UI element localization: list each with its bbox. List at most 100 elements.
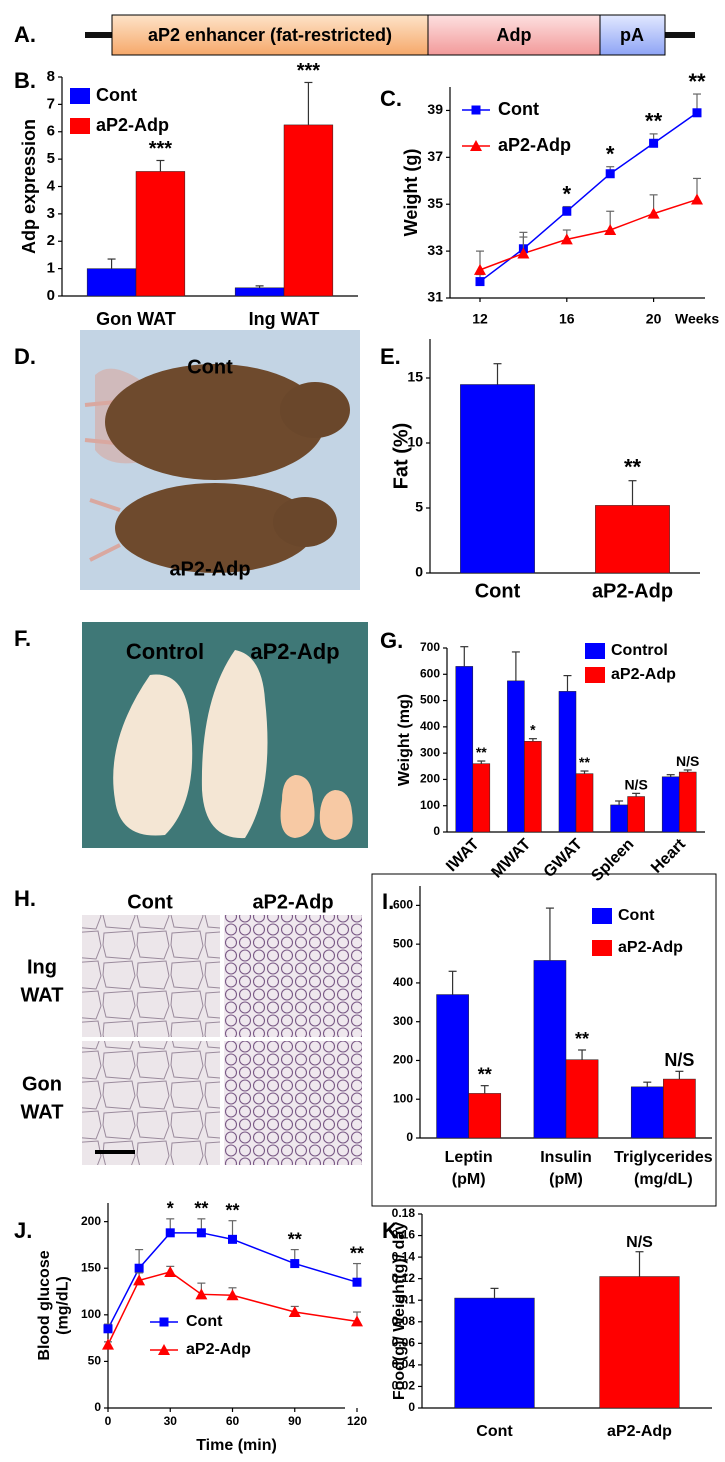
marker <box>164 1265 177 1277</box>
bar <box>575 773 594 833</box>
marker <box>133 1274 146 1286</box>
panel-label: B. <box>14 68 36 93</box>
photo-label: Control <box>126 639 204 664</box>
x-tick-label: 120 <box>347 1414 367 1428</box>
bar <box>472 763 491 833</box>
column-label: Cont <box>127 891 173 913</box>
fat-photo-panel: F. Control aP2-Adp <box>14 622 368 848</box>
row-label: WAT <box>21 984 64 1006</box>
y-tick-label: 0 <box>415 564 423 580</box>
legend-label: Control <box>611 642 668 659</box>
significance-label: *** <box>149 138 173 160</box>
series-line <box>107 1232 358 1330</box>
marker <box>165 1228 175 1238</box>
bar <box>234 287 285 297</box>
x-tick-label: Gon WAT <box>96 309 176 329</box>
y-axis-label: Blood glucose <box>36 1250 53 1360</box>
y-tick-label: 150 <box>81 1260 101 1274</box>
y-tick-label: 300 <box>393 1014 413 1028</box>
significance-label: * <box>167 1199 174 1219</box>
panel-label: G. <box>380 628 403 653</box>
series-line <box>479 112 698 283</box>
fat-pad <box>319 790 353 840</box>
y-tick-label: 7 <box>47 95 55 112</box>
y-tick-label: 500 <box>420 693 440 707</box>
x-tick-label: MWAT <box>488 836 534 882</box>
legend-swatch <box>585 643 605 659</box>
mouse-tail <box>89 498 121 562</box>
y-tick-label: 0 <box>433 824 440 838</box>
legend-label: aP2-Adp <box>618 939 683 956</box>
panel-label: A. <box>14 22 36 47</box>
legend-label: Cont <box>618 907 655 924</box>
y-tick-label: 0.02 <box>392 1379 416 1393</box>
x-tick-label: Ing WAT <box>249 309 320 329</box>
legend-marker <box>159 1317 169 1327</box>
construct-panel: A. aP2 enhancer (fat-restricted) Adp pA <box>14 14 695 56</box>
y-tick-label: 0.08 <box>392 1314 416 1328</box>
x-tick-label: (pM) <box>549 1171 583 1188</box>
photo-label: aP2-Adp <box>250 639 339 664</box>
x-tick-label: Triglycerides <box>614 1149 713 1166</box>
row-label: Gon <box>22 1073 62 1095</box>
marker <box>605 169 615 179</box>
bar <box>524 741 542 833</box>
row-label: WAT <box>21 1101 64 1123</box>
bar <box>627 796 645 833</box>
legend-label: aP2-Adp <box>186 1341 251 1358</box>
legend-swatch <box>70 88 90 104</box>
x-tick-label: 20 <box>646 311 662 327</box>
significance-label: ** <box>575 1029 589 1049</box>
y-tick-label: 31 <box>427 289 443 305</box>
marker <box>134 1263 144 1273</box>
bar <box>283 124 334 297</box>
segment-label: aP2 enhancer (fat-restricted) <box>148 25 392 45</box>
fat-pad <box>201 650 268 839</box>
mouse-head <box>273 497 337 547</box>
legend-swatch <box>592 908 612 924</box>
legend-marker <box>471 105 481 115</box>
y-tick-label: 0 <box>94 1400 101 1414</box>
y-tick-label: 33 <box>427 242 443 258</box>
x-tick-label: Insulin <box>540 1149 592 1166</box>
marker <box>517 247 530 259</box>
x-tick-label: 0 <box>105 1414 112 1428</box>
y-tick-label: 4 <box>47 177 56 194</box>
y-tick-label: 0.12 <box>392 1271 416 1285</box>
panel-frame <box>371 873 717 1207</box>
y-tick-label: 0.14 <box>392 1249 416 1263</box>
y-tick-label: 700 <box>420 640 440 654</box>
x-tick-label: (pM) <box>452 1171 486 1188</box>
y-tick-label: 8 <box>47 68 55 85</box>
row-label: Ing <box>27 956 57 978</box>
x-tick-label: aP2-Adp <box>607 1423 672 1440</box>
y-tick-label: 0 <box>406 1130 413 1144</box>
panel-label: E. <box>380 344 401 369</box>
y-tick-label: 200 <box>393 1053 413 1067</box>
legend-marker <box>470 140 482 151</box>
significance-label: ** <box>645 109 663 134</box>
significance-label: N/S <box>624 776 647 792</box>
bar <box>678 771 697 833</box>
significance-label: *** <box>297 60 321 82</box>
significance-label: N/S <box>626 1234 653 1251</box>
bar <box>558 691 577 833</box>
significance-label: N/S <box>676 753 699 769</box>
y-tick-label: 200 <box>420 772 440 786</box>
legend-label: Cont <box>498 99 539 119</box>
photo-label: aP2-Adp <box>169 558 250 580</box>
y-tick-label: 35 <box>427 195 443 211</box>
x-tick-label: Leptin <box>445 1149 493 1166</box>
y-tick-label: 400 <box>420 719 440 733</box>
marker <box>692 108 702 118</box>
histology-image <box>82 1041 220 1165</box>
y-tick-label: 0 <box>408 1400 415 1414</box>
x-tick-label: (mg/dL) <box>634 1171 693 1188</box>
series-line <box>107 1271 358 1345</box>
bar <box>455 666 474 833</box>
bar <box>460 384 535 574</box>
bar <box>599 1276 680 1409</box>
significance-label: ** <box>478 1065 492 1085</box>
x-tick-label: 16 <box>559 311 575 327</box>
